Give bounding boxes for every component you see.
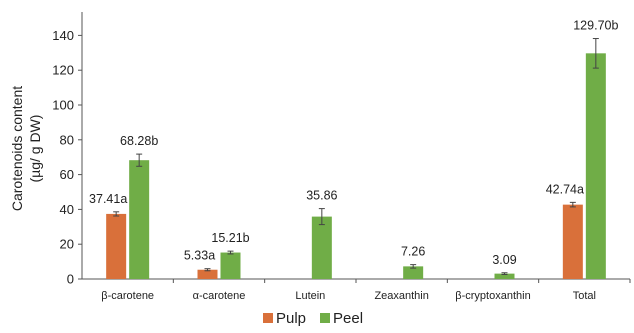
y-axis-label-line: Carotenoids content [9, 86, 25, 211]
data-labels: 37.41a 68.28b 5.33a 15.21b 35.86 7.26 3.09 42.7… [89, 19, 618, 267]
y-tick-label: 20 [60, 237, 74, 252]
data-label: 3.09 [492, 253, 516, 267]
bar-peel [403, 266, 424, 279]
y-tick-label: 60 [60, 167, 74, 182]
legend-swatch-peel [320, 313, 330, 323]
y-tick-label: 40 [60, 202, 74, 217]
y-tick-label: 100 [52, 98, 74, 113]
bar-pulp [197, 269, 218, 279]
bar-peel [494, 273, 515, 279]
bar-peel [220, 252, 241, 279]
legend-swatch-pulp [263, 313, 273, 323]
data-label: 5.33a [184, 249, 215, 263]
legend-label-pulp: Pulp [276, 310, 306, 327]
y-axis-label-line: (µg/ g DW) [27, 115, 43, 183]
bar-pulp [562, 204, 583, 279]
x-category-label: β-carotene [101, 290, 154, 302]
axes [81, 12, 630, 280]
x-category-label: Lutein [295, 290, 325, 302]
bar-peel [129, 160, 150, 279]
data-label: 7.26 [401, 245, 425, 259]
y-tick-label: 120 [52, 63, 74, 78]
bar-peel [585, 53, 606, 280]
data-label: 68.28b [120, 134, 158, 148]
legend-label-peel: Peel [333, 310, 363, 327]
legend: Pulp Peel [263, 310, 363, 327]
data-label: 15.21b [211, 231, 249, 245]
y-tick-label: 0 [67, 272, 74, 287]
y-tick-label: 140 [52, 28, 74, 43]
data-label: 35.86 [306, 189, 337, 203]
bar-pulp [106, 213, 127, 279]
data-label: 37.41a [89, 192, 127, 206]
bar-peel [311, 216, 332, 279]
y-axis-ticks: 0 20 40 60 80 100 120 140 [52, 28, 82, 287]
bars [106, 53, 606, 280]
y-axis-label: Carotenoids content (µg/ g DW) [9, 86, 43, 211]
x-category-label: Total [573, 290, 596, 302]
x-category-label: α-carotene [193, 290, 246, 302]
x-category-label: β-cryptoxanthin [455, 290, 530, 302]
x-axis-categories: β-carotene α-carotene Lutein Zeaxanthin β-cr… [101, 279, 631, 302]
data-label: 42.74a [546, 182, 584, 196]
error-bars [113, 38, 599, 275]
data-label: 129.70b [573, 19, 618, 33]
y-tick-label: 80 [60, 132, 74, 147]
x-category-label: Zeaxanthin [374, 290, 428, 302]
